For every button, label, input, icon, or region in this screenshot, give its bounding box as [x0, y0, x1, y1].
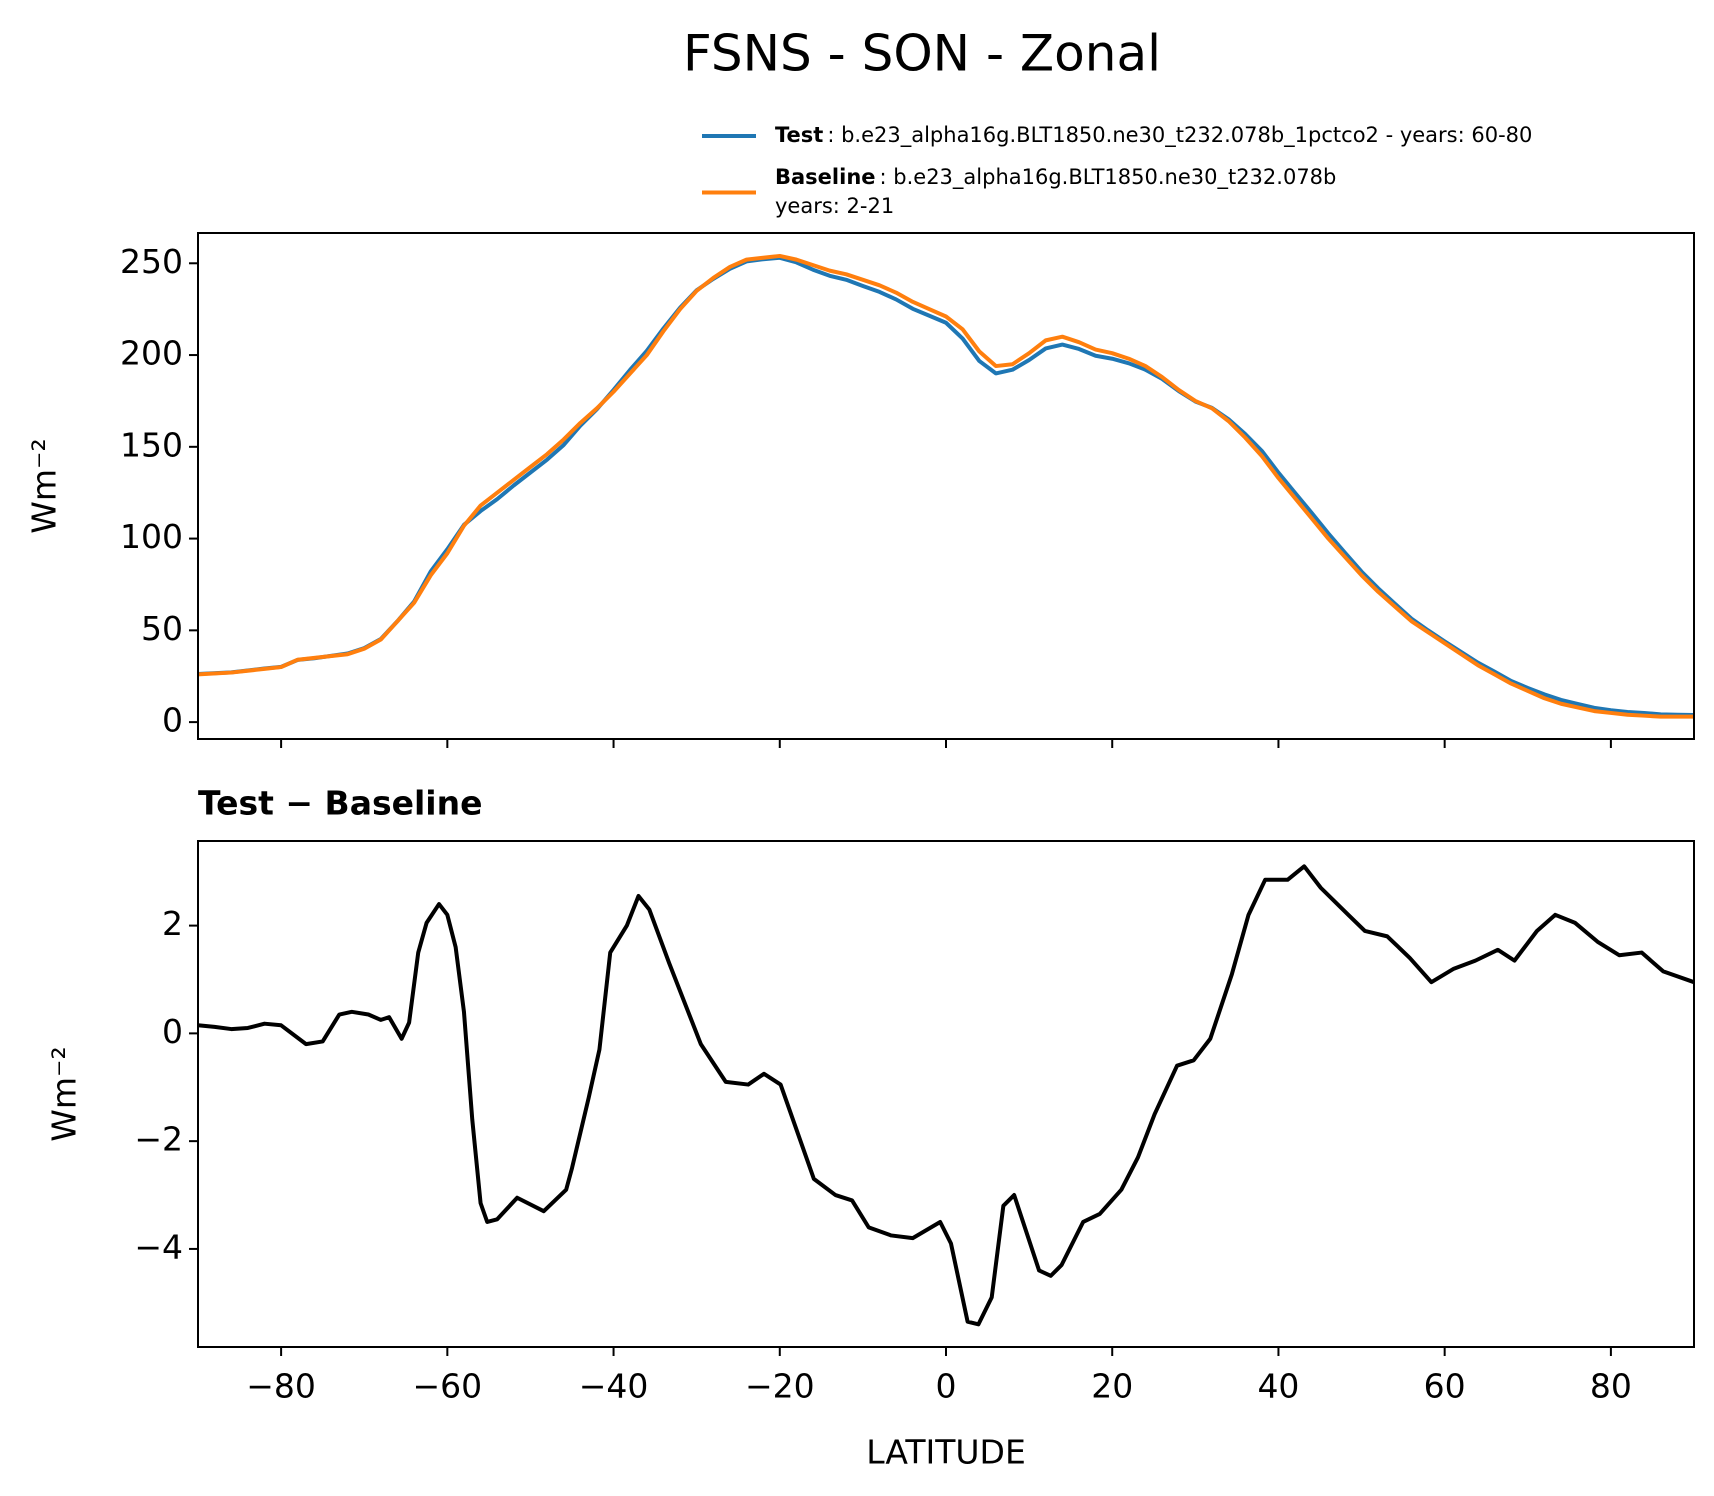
legend-name: Baseline	[775, 165, 876, 189]
y-tick-label: 200	[120, 334, 183, 373]
x-axis-label: LATITUDE	[866, 1433, 1026, 1472]
x-tick-label: 80	[1590, 1367, 1632, 1406]
legend-text: : b.e23_alpha16g.BLT1850.ne30_t232.078b_…	[827, 123, 1532, 148]
x-tick-label: 0	[936, 1367, 957, 1406]
x-tick-label: −40	[579, 1367, 649, 1406]
subplot-title: Test − Baseline	[198, 784, 483, 823]
chart-title: FSNS - SON - Zonal	[683, 25, 1161, 83]
x-tick-label: 20	[1091, 1367, 1133, 1406]
y-tick-label: 150	[120, 425, 183, 464]
x-tick-label: −20	[745, 1367, 815, 1406]
y-tick-label: −2	[134, 1120, 183, 1159]
legend-label: Test: b.e23_alpha16g.BLT1850.ne30_t232.0…	[775, 123, 1532, 148]
x-tick-label: −80	[246, 1367, 316, 1406]
x-tick-label: 60	[1424, 1367, 1466, 1406]
legend-name: Test	[775, 123, 823, 147]
x-tick-label: −60	[413, 1367, 483, 1406]
legend-text: years: 2-21	[775, 194, 894, 218]
y-tick-label: −4	[134, 1227, 183, 1266]
y-tick-label: 100	[120, 517, 183, 556]
y-axis-label: Wm⁻²	[45, 1046, 84, 1141]
y-tick-label: 0	[162, 1012, 183, 1051]
legend-text: : b.e23_alpha16g.BLT1850.ne30_t232.078b	[880, 165, 1337, 190]
y-tick-label: 0	[162, 701, 183, 740]
y-tick-label: 250	[120, 242, 183, 281]
x-tick-label: 40	[1257, 1367, 1299, 1406]
data-line	[197, 864, 1695, 1327]
plot-frame	[197, 232, 1695, 740]
data-line	[197, 253, 1694, 719]
y-tick-label: 2	[162, 904, 183, 943]
y-axis-label: Wm⁻²	[25, 438, 64, 533]
plot-frame	[197, 840, 1695, 1348]
y-tick-label: 50	[141, 609, 183, 648]
legend-label: Baseline: b.e23_alpha16g.BLT1850.ne30_t2…	[775, 165, 1336, 190]
